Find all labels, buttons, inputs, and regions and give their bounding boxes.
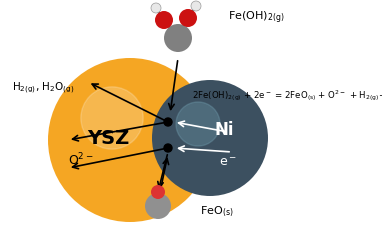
Text: FeO$_{(\mathregular{s})}$: FeO$_{(\mathregular{s})}$ [200, 205, 233, 219]
Circle shape [145, 193, 171, 219]
Circle shape [155, 11, 173, 29]
Circle shape [151, 185, 165, 199]
Text: YSZ: YSZ [87, 129, 129, 148]
Circle shape [191, 1, 201, 11]
Circle shape [179, 9, 197, 27]
Circle shape [164, 24, 192, 52]
Text: H$_{2(\mathregular{g})}$, H$_2$O$_{(\mathregular{g})}$: H$_{2(\mathregular{g})}$, H$_2$O$_{(\mat… [12, 80, 74, 96]
Text: O$^{2-}$: O$^{2-}$ [68, 152, 94, 168]
Text: 2Fe(OH)$_{2(\mathregular{g})}$ + 2e$^-$ = 2FeO$_{(\mathregular{s})}$ + O$^{2-}$ : 2Fe(OH)$_{2(\mathregular{g})}$ + 2e$^-$ … [192, 89, 382, 103]
Circle shape [81, 87, 143, 149]
Circle shape [151, 3, 161, 13]
Circle shape [48, 58, 212, 222]
Circle shape [152, 80, 268, 196]
Text: Fe(OH)$_{2(\mathregular{g})}$: Fe(OH)$_{2(\mathregular{g})}$ [228, 10, 285, 26]
Circle shape [176, 102, 220, 146]
Text: e$^-$: e$^-$ [219, 155, 237, 169]
Text: Ni: Ni [214, 121, 234, 139]
Circle shape [164, 118, 172, 126]
Circle shape [164, 144, 172, 152]
